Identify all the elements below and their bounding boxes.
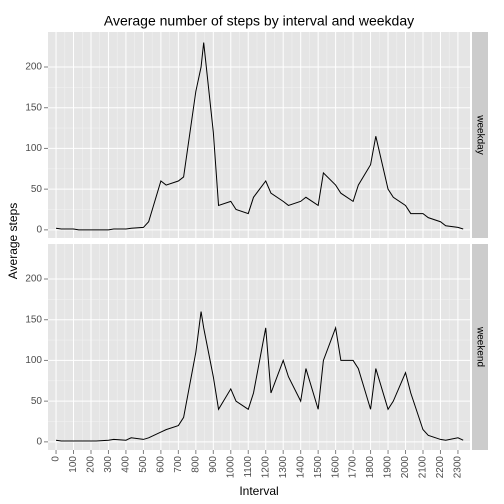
y-axis-label: Average steps <box>6 203 20 280</box>
x-tick-label: 700 <box>173 456 184 473</box>
x-tick-label: 300 <box>103 456 114 473</box>
y-tick-label: 150 <box>25 314 42 325</box>
x-tick-label: 1300 <box>278 456 289 479</box>
x-tick-label: 0 <box>51 456 62 462</box>
x-tick-label: 500 <box>138 456 149 473</box>
x-axis-label: Interval <box>239 484 278 498</box>
strip <box>472 244 488 450</box>
x-tick-label: 2300 <box>453 456 464 479</box>
x-tick-label: 400 <box>121 456 132 473</box>
x-tick-label: 900 <box>208 456 219 473</box>
y-tick-label: 0 <box>36 436 42 447</box>
panel-background <box>48 244 470 450</box>
x-tick-label: 200 <box>86 456 97 473</box>
strip-label: weekend <box>474 326 485 367</box>
x-tick-label: 1200 <box>260 456 271 479</box>
y-tick-label: 200 <box>25 274 42 285</box>
y-tick-label: 150 <box>25 102 42 113</box>
chart-title: Average number of steps by interval and … <box>104 13 414 29</box>
x-tick-label: 2200 <box>435 456 446 479</box>
line <box>55 42 464 231</box>
panel-background <box>48 32 470 238</box>
x-tick-label: 2100 <box>418 456 429 479</box>
y-tick-label: 100 <box>25 355 42 366</box>
x-tick-label: 600 <box>156 456 167 473</box>
x-tick-label: 1000 <box>225 456 236 479</box>
x-tick-label: 1500 <box>313 456 324 479</box>
x-tick-label: 1400 <box>295 456 306 479</box>
x-tick-label: 100 <box>68 456 79 473</box>
y-tick-label: 200 <box>25 62 42 73</box>
strip-label: weekday <box>474 114 485 154</box>
x-tick-label: 1600 <box>330 456 341 479</box>
x-tick-label: 2000 <box>400 456 411 479</box>
x-tick-label: 800 <box>190 456 201 473</box>
y-tick-label: 0 <box>36 224 42 235</box>
x-tick-label: 1100 <box>243 456 254 478</box>
line <box>55 311 464 442</box>
x-tick-label: 1900 <box>383 456 394 479</box>
y-tick-label: 50 <box>31 396 43 407</box>
strip <box>472 32 488 238</box>
x-tick-label: 1700 <box>348 456 359 479</box>
x-tick-label: 1800 <box>365 456 376 479</box>
y-tick-label: 100 <box>25 143 42 154</box>
y-tick-label: 50 <box>31 184 43 195</box>
